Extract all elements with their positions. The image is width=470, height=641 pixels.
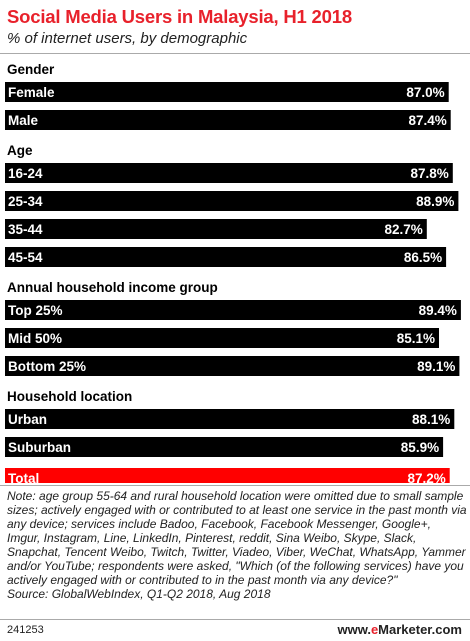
- group-label-gender: Gender: [7, 62, 55, 77]
- value-label-35-44: 82.7%: [384, 222, 422, 237]
- value-label-mid-50: 85.1%: [397, 331, 435, 346]
- bar-45-54: [5, 247, 447, 267]
- value-label-45-54: 86.5%: [404, 250, 442, 265]
- top-divider: [0, 53, 470, 54]
- category-label-male: Male: [8, 113, 39, 128]
- value-label-top-25: 89.4%: [419, 303, 457, 318]
- category-label-45-54: 45-54: [8, 250, 43, 265]
- category-label-urban: Urban: [8, 412, 47, 427]
- category-label-suburban: Suburban: [8, 440, 71, 455]
- chart-note: Note: age group 55-64 and rural househol…: [7, 489, 467, 601]
- group-label-age: Age: [7, 143, 33, 158]
- value-label-suburban: 85.9%: [401, 440, 439, 455]
- bar-urban: [5, 409, 455, 429]
- bar-total: [5, 468, 450, 483]
- footer-divider: [0, 619, 470, 620]
- note-divider: [0, 485, 470, 486]
- logo-suffix: Marketer.com: [378, 622, 462, 637]
- value-label-urban: 88.1%: [412, 412, 450, 427]
- bar-chart: Gender Female 87.0% Male 87.4% Age 16-24 87.8% 2…: [5, 62, 461, 483]
- bar-female: [5, 82, 449, 102]
- chart-subtitle: % of internet users, by demographic: [7, 30, 248, 47]
- category-label-mid-50: Mid 50%: [8, 331, 62, 346]
- bar-16-24: [5, 163, 453, 183]
- logo-e: e: [370, 622, 379, 637]
- bar-male: [5, 110, 451, 130]
- logo-prefix: www.: [337, 622, 371, 637]
- category-label-total: Total: [8, 471, 39, 483]
- value-label-25-34: 88.9%: [416, 194, 454, 209]
- bar-35-44: [5, 219, 427, 239]
- bar-top-25: [5, 300, 461, 320]
- category-label-female: Female: [8, 85, 55, 100]
- chart-id: 241253: [7, 624, 44, 636]
- value-label-male: 87.4%: [408, 113, 446, 128]
- note-text: Note: age group 55-64 and rural househol…: [7, 489, 467, 587]
- category-label-16-24: 16-24: [8, 166, 43, 181]
- value-label-16-24: 87.8%: [410, 166, 448, 181]
- category-label-35-44: 35-44: [8, 222, 43, 237]
- value-label-total: 87.2%: [407, 471, 445, 483]
- bar-mid-50: [5, 328, 439, 348]
- chart-title: Social Media Users in Malaysia, H1 2018: [7, 6, 352, 27]
- value-label-bottom-25: 89.1%: [417, 359, 455, 374]
- group-label-household-location: Household location: [7, 389, 132, 404]
- value-label-female: 87.0%: [406, 85, 444, 100]
- emarketer-logo: www.eMarketer.com: [337, 622, 462, 637]
- bar-25-34: [5, 191, 459, 211]
- group-label-annual-household-income-group: Annual household income group: [7, 280, 218, 295]
- category-label-25-34: 25-34: [8, 194, 43, 209]
- source-text: Source: GlobalWebIndex, Q1-Q2 2018, Aug …: [7, 587, 271, 601]
- category-label-bottom-25: Bottom 25%: [8, 359, 86, 374]
- bar-bottom-25: [5, 356, 460, 376]
- category-label-top-25: Top 25%: [8, 303, 63, 318]
- bar-suburban: [5, 437, 444, 457]
